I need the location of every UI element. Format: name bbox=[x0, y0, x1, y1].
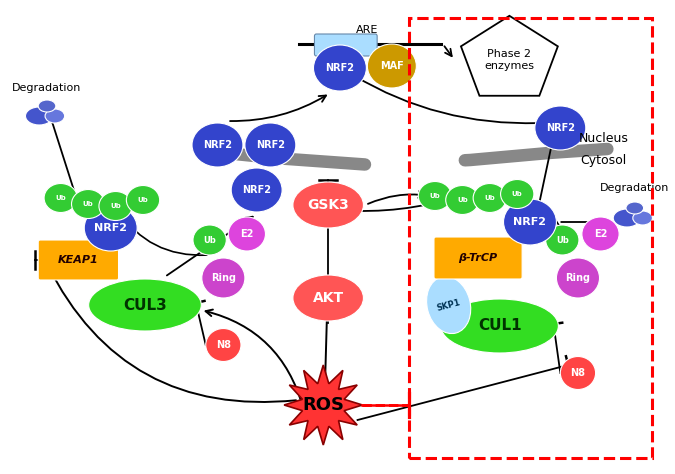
Text: Ub: Ub bbox=[110, 203, 121, 209]
Ellipse shape bbox=[418, 182, 452, 210]
Text: N8: N8 bbox=[570, 368, 585, 378]
Text: AKT: AKT bbox=[313, 291, 344, 305]
Text: NRF2: NRF2 bbox=[514, 217, 547, 227]
Text: Degradation: Degradation bbox=[12, 83, 82, 93]
Ellipse shape bbox=[582, 217, 619, 251]
Ellipse shape bbox=[232, 168, 282, 212]
Text: Ub: Ub bbox=[83, 201, 94, 207]
Ellipse shape bbox=[202, 258, 245, 298]
Text: NRF2: NRF2 bbox=[203, 140, 232, 150]
Ellipse shape bbox=[545, 225, 579, 255]
FancyBboxPatch shape bbox=[434, 237, 522, 279]
Text: E2: E2 bbox=[240, 229, 254, 239]
Text: ROS: ROS bbox=[302, 396, 344, 414]
Ellipse shape bbox=[504, 199, 556, 245]
Text: GSK3: GSK3 bbox=[307, 198, 349, 212]
Ellipse shape bbox=[88, 279, 201, 331]
Text: Ub: Ub bbox=[556, 236, 568, 245]
Text: Ring: Ring bbox=[211, 273, 236, 283]
Ellipse shape bbox=[44, 183, 78, 212]
Text: Phase 2
enzymes: Phase 2 enzymes bbox=[485, 49, 535, 71]
Polygon shape bbox=[284, 365, 362, 445]
Text: CUL1: CUL1 bbox=[478, 319, 521, 334]
Text: NRF2: NRF2 bbox=[256, 140, 285, 150]
Ellipse shape bbox=[535, 106, 586, 150]
Polygon shape bbox=[461, 16, 558, 96]
Ellipse shape bbox=[626, 202, 643, 214]
Ellipse shape bbox=[501, 180, 534, 209]
Ellipse shape bbox=[613, 209, 641, 227]
Ellipse shape bbox=[99, 191, 132, 220]
Ellipse shape bbox=[245, 123, 296, 167]
Text: SKP1: SKP1 bbox=[436, 298, 462, 312]
Ellipse shape bbox=[126, 185, 160, 215]
Text: Ub: Ub bbox=[138, 197, 148, 203]
FancyBboxPatch shape bbox=[315, 34, 377, 56]
Text: Ring: Ring bbox=[566, 273, 591, 283]
Ellipse shape bbox=[45, 109, 65, 123]
FancyBboxPatch shape bbox=[38, 240, 119, 280]
Ellipse shape bbox=[206, 328, 241, 362]
Text: Ub: Ub bbox=[485, 195, 495, 201]
Ellipse shape bbox=[556, 258, 599, 298]
Ellipse shape bbox=[446, 185, 479, 215]
Ellipse shape bbox=[633, 211, 653, 225]
Ellipse shape bbox=[560, 356, 595, 390]
Ellipse shape bbox=[193, 225, 226, 255]
Text: KEAP1: KEAP1 bbox=[58, 255, 99, 265]
Text: NRF2: NRF2 bbox=[325, 63, 354, 73]
Text: Ub: Ub bbox=[457, 197, 468, 203]
Ellipse shape bbox=[228, 217, 265, 251]
Ellipse shape bbox=[84, 205, 137, 251]
Ellipse shape bbox=[38, 100, 56, 112]
Text: Ub: Ub bbox=[55, 195, 66, 201]
Ellipse shape bbox=[293, 275, 363, 321]
Bar bbox=[410, 18, 653, 458]
Ellipse shape bbox=[26, 107, 53, 125]
Ellipse shape bbox=[473, 183, 506, 212]
Ellipse shape bbox=[72, 190, 105, 219]
Text: CUL3: CUL3 bbox=[123, 298, 167, 312]
Text: Ub: Ub bbox=[203, 236, 216, 245]
Ellipse shape bbox=[441, 299, 558, 353]
Text: Ub: Ub bbox=[429, 193, 440, 199]
Text: NRF2: NRF2 bbox=[242, 185, 271, 195]
Text: β-TrCP: β-TrCP bbox=[458, 253, 497, 263]
Ellipse shape bbox=[427, 276, 470, 334]
Text: MAF: MAF bbox=[380, 61, 404, 71]
Ellipse shape bbox=[367, 44, 416, 88]
Text: Nucleus: Nucleus bbox=[578, 131, 628, 145]
Ellipse shape bbox=[192, 123, 243, 167]
Text: NRF2: NRF2 bbox=[95, 223, 127, 233]
Text: NRF2: NRF2 bbox=[546, 123, 575, 133]
Text: Cytosol: Cytosol bbox=[580, 154, 626, 166]
Text: Degradation: Degradation bbox=[600, 183, 670, 193]
Ellipse shape bbox=[313, 45, 367, 91]
Ellipse shape bbox=[293, 182, 363, 228]
Text: E2: E2 bbox=[594, 229, 608, 239]
Text: Ub: Ub bbox=[512, 191, 522, 197]
Text: N8: N8 bbox=[216, 340, 231, 350]
Text: ARE: ARE bbox=[356, 25, 379, 35]
